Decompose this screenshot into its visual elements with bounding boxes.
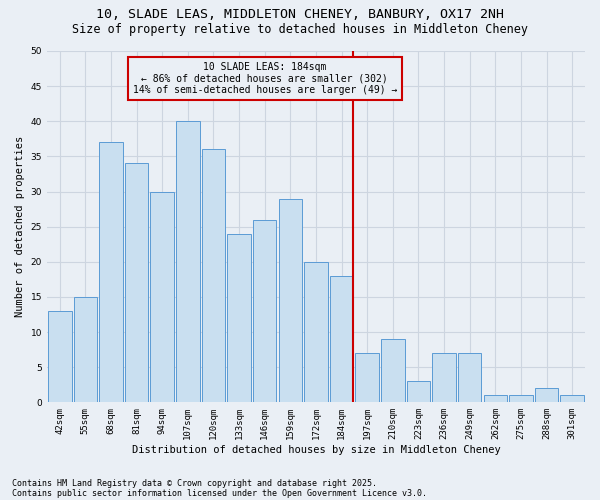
Y-axis label: Number of detached properties: Number of detached properties — [15, 136, 25, 318]
Text: 10, SLADE LEAS, MIDDLETON CHENEY, BANBURY, OX17 2NH: 10, SLADE LEAS, MIDDLETON CHENEY, BANBUR… — [96, 8, 504, 20]
Bar — [330, 276, 353, 402]
Bar — [227, 234, 251, 402]
Bar — [381, 339, 404, 402]
Bar — [535, 388, 559, 402]
Bar — [484, 396, 507, 402]
Text: Contains public sector information licensed under the Open Government Licence v3: Contains public sector information licen… — [12, 488, 427, 498]
Text: 10 SLADE LEAS: 184sqm
← 86% of detached houses are smaller (302)
14% of semi-det: 10 SLADE LEAS: 184sqm ← 86% of detached … — [133, 62, 397, 94]
Bar — [125, 164, 148, 402]
Bar — [355, 353, 379, 403]
Bar — [560, 396, 584, 402]
Bar — [278, 198, 302, 402]
Bar — [253, 220, 277, 402]
Bar — [458, 353, 481, 403]
Bar — [202, 150, 225, 402]
Bar — [407, 382, 430, 402]
Bar — [74, 297, 97, 403]
Bar — [304, 262, 328, 402]
Bar — [48, 311, 71, 402]
Bar — [176, 122, 200, 402]
Bar — [151, 192, 174, 402]
Text: Contains HM Land Registry data © Crown copyright and database right 2025.: Contains HM Land Registry data © Crown c… — [12, 478, 377, 488]
Bar — [509, 396, 533, 402]
X-axis label: Distribution of detached houses by size in Middleton Cheney: Distribution of detached houses by size … — [131, 445, 500, 455]
Bar — [432, 353, 456, 403]
Text: Size of property relative to detached houses in Middleton Cheney: Size of property relative to detached ho… — [72, 22, 528, 36]
Bar — [99, 142, 123, 402]
